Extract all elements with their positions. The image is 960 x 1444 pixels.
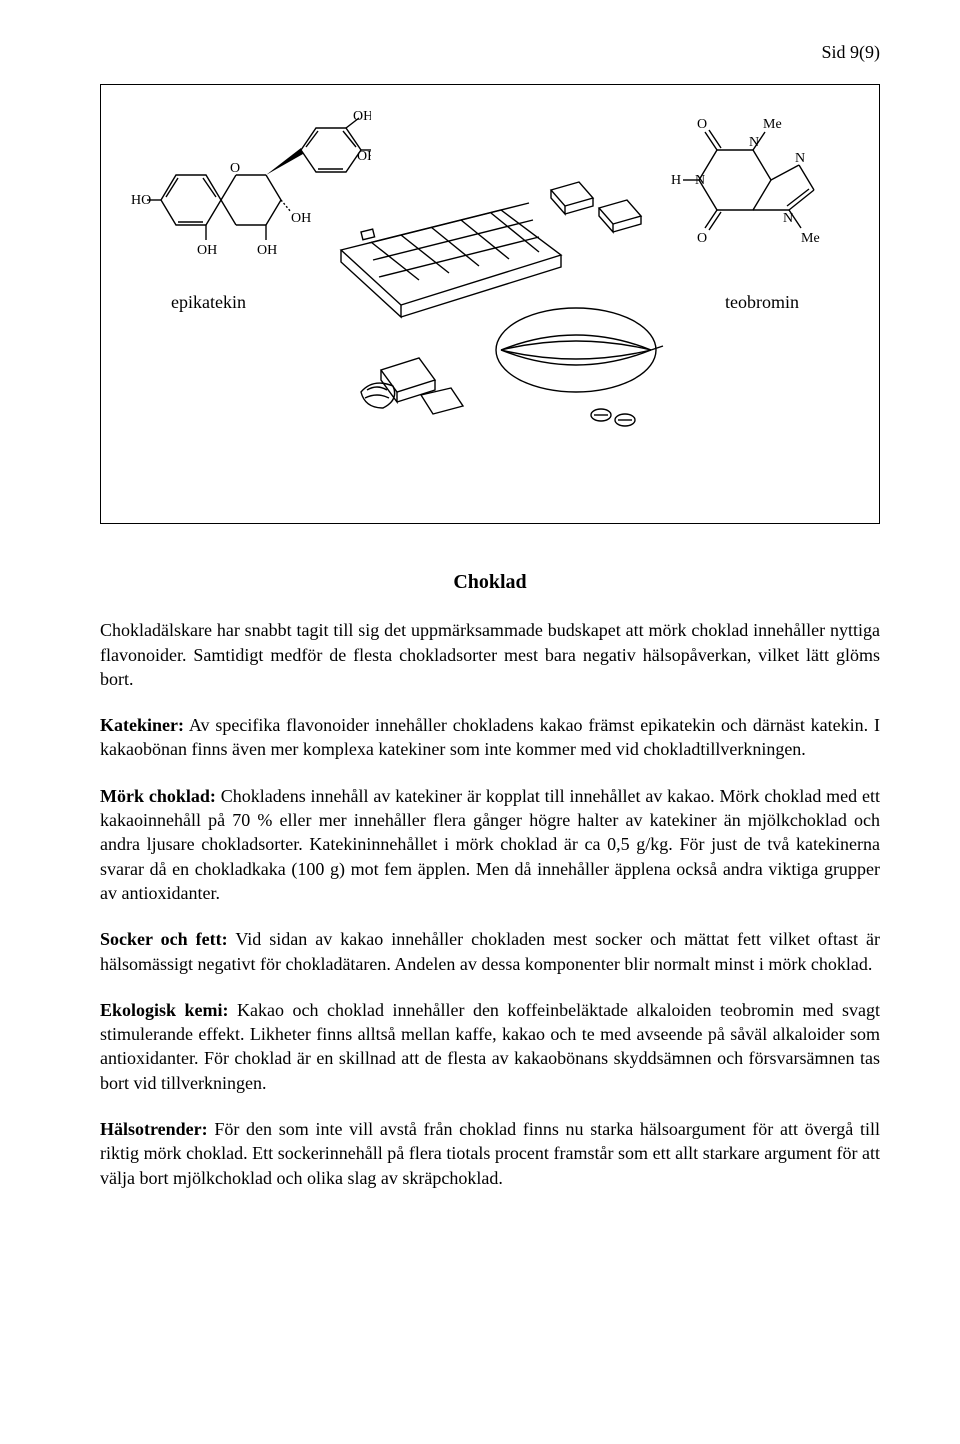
label-N2: N [695,173,705,188]
text-halsotrender: För den som inte vill avstå från choklad… [100,1119,880,1188]
label-OH2: OH [257,243,277,258]
paragraph-socker: Socker och fett: Vid sidan av kakao inne… [100,927,880,976]
figure-label-left: epikatekin [171,290,246,314]
label-OH: OH [197,243,217,258]
label-HO: HO [131,193,151,208]
paragraph-halsotrender: Hälsotrender: För den som inte vill avst… [100,1117,880,1190]
label-O2: O [697,231,707,246]
theobromine-structure: O O N N N N H Me Me [659,110,839,270]
section-title: Choklad [100,569,880,596]
label-N4: N [783,211,793,226]
label-Me1: Me [763,117,782,132]
label-N3: N [795,151,805,166]
paragraph-katekiner: Katekiner: Av specifika flavonoider inne… [100,713,880,762]
text-katekiner: Av specifika flavonoider innehåller chok… [100,715,880,759]
label-Me2: Me [801,231,820,246]
text-mork: Chokladens innehåll av katekiner är kopp… [100,786,880,903]
bold-ekologisk: Ekologisk kemi: [100,1000,229,1020]
paragraph-intro: Chokladälskare har snabbt tagit till sig… [100,618,880,691]
figure-label-right: teobromin [725,290,799,314]
paragraph-ekologisk: Ekologisk kemi: Kakao och choklad innehå… [100,998,880,1095]
figure-panel: O HO OH OH OH [100,84,880,524]
paragraph-mork: Mörk choklad: Chokladens innehåll av kat… [100,784,880,905]
label-O1: O [697,117,707,132]
label-N1: N [749,135,759,150]
bold-socker: Socker och fett: [100,929,228,949]
svg-text:O: O [230,161,240,176]
label-H: H [671,173,681,188]
bold-mork: Mörk choklad: [100,786,216,806]
page-number: Sid 9(9) [100,40,880,64]
bold-halsotrender: Hälsotrender: [100,1119,208,1139]
chocolate-illustration [301,160,671,470]
label-OH4: OH [353,110,371,124]
bold-katekiner: Katekiner: [100,715,184,735]
